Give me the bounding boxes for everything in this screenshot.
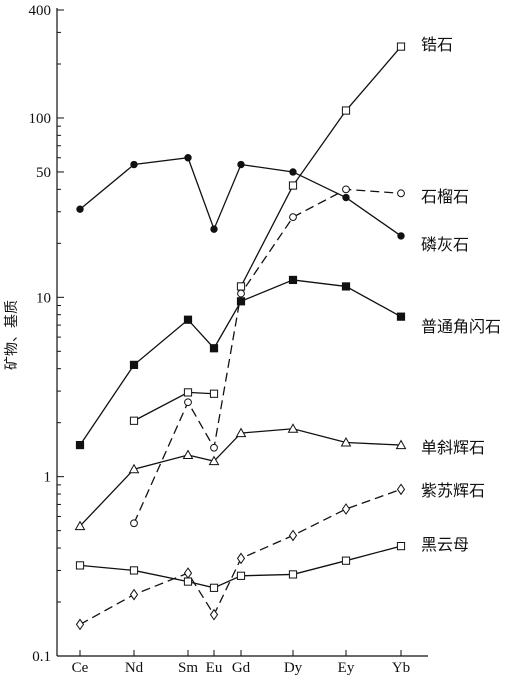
series-line-zircon [240,46,402,287]
data-point-hypersthene-gd [236,552,246,565]
data-point-extra-sm [183,388,193,397]
data-point-clinopyroxene-nd [128,463,140,474]
data-point-hypersthene-nd [129,588,139,601]
data-point-zircon-ey [341,106,351,115]
data-point-garnet-ey [342,185,350,194]
data-point-biotite-ce [75,561,85,570]
series-line-hypersthene [79,488,402,625]
data-point-apatite-gd [237,160,245,169]
data-point-apatite-ce [76,205,84,213]
data-point-biotite-ey [341,556,351,565]
y-tick-label-4: 1 [44,470,52,486]
series-line-clinopyroxene [79,428,402,527]
data-point-extra-nd [129,416,139,425]
series-line-hornblende [79,279,402,446]
x-tick-label-sm: Sm [178,660,198,676]
series-label-biotite: 黑云母 [421,535,469,554]
data-point-hornblende-ey [341,282,351,291]
data-point-hornblende-sm [183,315,193,324]
data-point-clinopyroxene-yb [395,439,407,450]
series-label-hornblende: 普通角闪石 [421,317,501,336]
data-point-zircon-dy [288,181,298,190]
data-point-biotite-gd [236,571,246,580]
y-tick-label-2: 50 [36,165,51,181]
data-point-clinopyroxene-sm [182,449,194,460]
data-point-hornblende-dy [288,275,298,285]
data-point-hypersthene-yb [396,483,406,496]
series-label-clinopyroxene: 单斜辉石 [421,438,485,457]
series-line-biotite [79,545,402,589]
series-label-hypersthene: 紫苏辉石 [421,481,485,500]
series-line-extra [133,391,215,422]
series-line-garnet [133,188,402,524]
data-point-hypersthene-ce [75,618,85,631]
series-clinopyroxene [74,423,407,531]
data-point-garnet-gd [237,289,245,298]
y-tick-label-1: 100 [29,111,52,127]
data-point-apatite-nd [130,160,138,169]
data-point-clinopyroxene-eu [208,455,220,466]
data-point-hornblende-nd [129,360,139,369]
series-label-zircon: 锆石 [421,35,453,54]
y-tick-label-3: 10 [36,290,51,306]
data-point-extra-eu [209,389,219,398]
data-point-biotite-yb [396,542,406,551]
data-point-hornblende-yb [396,312,406,321]
data-point-biotite-nd [129,566,139,575]
data-point-biotite-dy [288,570,298,579]
y-ticks: 400 100 50 10 1 0.1 [29,3,64,665]
series-zircon [236,42,406,291]
x-tick-label-ce: Ce [72,660,89,676]
data-point-garnet-nd [130,519,138,528]
data-point-hypersthene-dy [288,529,298,542]
x-tick-label-yb: Yb [392,660,410,676]
x-tick-label-gd: Gd [232,660,251,676]
series-line-apatite [79,157,402,237]
x-ticks: Ce Nd Sm Eu Gd Dy Ey Yb [72,650,410,676]
series-extra [129,388,219,425]
data-point-hornblende-gd [236,297,246,306]
data-point-garnet-yb [397,189,405,198]
y-axis-title: 矿物、基质 [3,300,20,370]
data-point-apatite-eu [210,225,218,233]
data-point-garnet-dy [289,213,297,222]
y-tick-label-5: 0.1 [32,649,51,665]
data-point-garnet-eu [210,443,218,452]
data-point-apatite-yb [397,232,405,240]
data-point-apatite-sm [184,154,192,162]
data-point-clinopyroxene-ey [340,437,352,447]
data-point-apatite-dy [289,168,297,176]
data-point-zircon-gd [236,282,246,291]
series-biotite [75,542,406,592]
series-hornblende [75,275,406,450]
data-point-clinopyroxene-dy [287,423,299,433]
data-point-hypersthene-sm [183,567,193,579]
data-point-hornblende-eu [209,344,219,353]
data-point-clinopyroxene-ce [74,520,86,531]
series-garnet [130,185,405,528]
series-label-apatite: 磷灰石 [421,235,469,254]
series-apatite [76,154,405,240]
x-tick-label-eu: Eu [206,660,223,676]
data-point-hypersthene-ey [341,503,351,515]
x-tick-label-nd: Nd [125,660,144,676]
x-tick-label-dy: Dy [284,660,303,676]
data-point-garnet-sm [184,398,192,407]
y-tick-label-0: 400 [29,3,52,19]
series-hypersthene [75,483,406,631]
data-point-biotite-eu [209,583,219,592]
data-point-clinopyroxene-gd [235,427,247,438]
series-label-garnet: 石榴石 [421,187,469,206]
data-point-hypersthene-eu [209,608,219,621]
data-point-biotite-sm [183,577,193,586]
data-point-hornblende-ce [75,440,85,450]
series-layer [74,42,407,631]
data-point-apatite-ey [342,193,350,202]
x-tick-label-ey: Ey [338,660,355,676]
data-point-zircon-yb [396,42,406,51]
